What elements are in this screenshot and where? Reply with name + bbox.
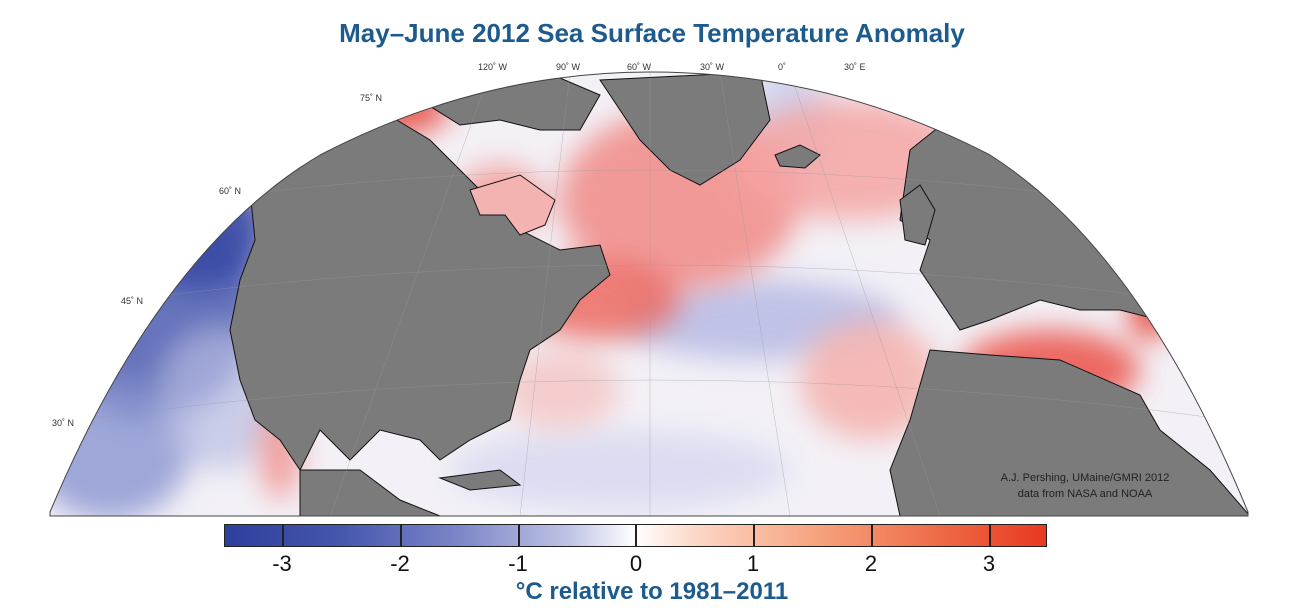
lat-label-75n: 75˚ N (360, 93, 383, 103)
lat-label-30n: 30˚ N (52, 418, 75, 428)
colorbar-tick (635, 525, 637, 546)
colorbar-tick (518, 525, 520, 546)
colorbar-tick (989, 525, 991, 546)
colorbar-label-3: 3 (982, 551, 996, 576)
lon-label-90w: 90˚ W (556, 62, 581, 72)
greenland-land (599, 72, 771, 186)
map-svg (49, 71, 1249, 517)
colorbar (224, 524, 1047, 547)
caribbean-islands (438, 469, 522, 491)
credit-line-2: data from NASA and NOAA (1017, 488, 1153, 500)
colorbar-label-0: 0 (629, 551, 643, 576)
colorbar-label-1: 1 (746, 551, 760, 576)
page-title: May–June 2012 Sea Surface Temperature An… (339, 18, 965, 48)
graticule (79, 72, 1231, 516)
colorbar-label-minus-1: -1 (508, 551, 528, 576)
lon-label-120w: 120˚ W (478, 62, 508, 72)
lon-label-30w: 30˚ W (700, 62, 725, 72)
credit-text: A.J. Pershing, UMaine/GMRI 2012 data fro… (950, 470, 1220, 502)
colorbar-tick (400, 525, 402, 546)
lon-label-0: 0˚ (778, 62, 787, 72)
colorbar-label-minus-3: -3 (272, 551, 292, 576)
sst-anomaly-map: 120˚ W 90˚ W 60˚ W 30˚ W 0˚ 30˚ E 75˚ N … (49, 62, 1249, 517)
africa-land (889, 349, 1248, 516)
central-america-land (299, 469, 441, 516)
colorbar-label-minus-2: -2 (390, 551, 410, 576)
britain-land (899, 184, 936, 246)
lon-label-30e: 30˚ E (844, 62, 866, 72)
colorbar-tick (871, 525, 873, 546)
hudson-bay (469, 174, 556, 236)
colorbar-units: °C relative to 1981–2011 (515, 578, 789, 605)
colorbar-tick (282, 525, 284, 546)
lat-label-60n: 60˚ N (219, 186, 242, 196)
colorbar-label-2: 2 (864, 551, 878, 576)
credit-line-1: A.J. Pershing, UMaine/GMRI 2012 (1000, 472, 1170, 484)
map-frame (49, 71, 1249, 517)
europe-land (899, 104, 1191, 331)
lat-label-45n: 45˚ N (121, 296, 144, 306)
colorbar-tick (753, 525, 755, 546)
iceland-land (774, 144, 821, 169)
lon-label-60w: 60˚ W (627, 62, 652, 72)
